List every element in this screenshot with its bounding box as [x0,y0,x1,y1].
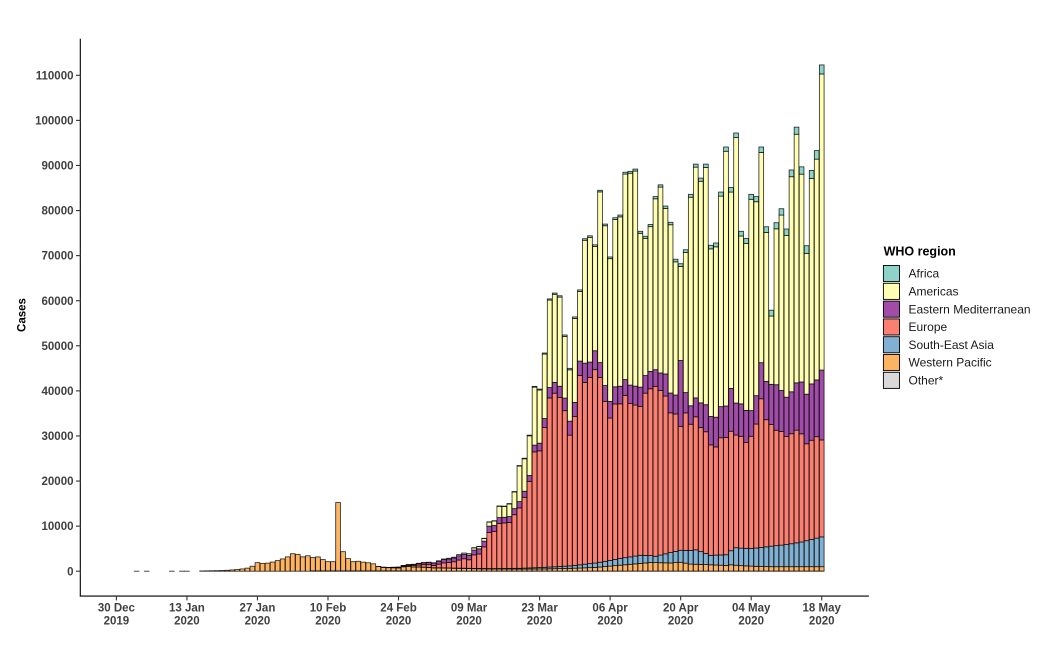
svg-text:2019: 2019 [104,615,130,627]
svg-text:WHO region: WHO region [884,245,956,259]
svg-text:80000: 80000 [42,206,74,218]
svg-text:Cases: Cases [17,298,29,332]
svg-text:0: 0 [67,566,73,578]
svg-text:10 Feb: 10 Feb [310,602,346,614]
svg-text:Western Pacific: Western Pacific [909,356,992,370]
svg-text:2020: 2020 [386,615,412,627]
svg-text:2020: 2020 [809,615,835,627]
svg-text:20 Apr: 20 Apr [663,602,699,614]
svg-text:2020: 2020 [245,615,271,627]
svg-text:70000: 70000 [42,251,74,263]
svg-text:2020: 2020 [527,615,553,627]
svg-text:Africa: Africa [909,267,940,281]
svg-text:06 Apr: 06 Apr [592,602,628,614]
svg-text:Eastern Mediterranean: Eastern Mediterranean [909,302,1031,316]
svg-text:2020: 2020 [668,615,694,627]
svg-text:South-East Asia: South-East Asia [909,338,995,352]
svg-text:2020: 2020 [738,615,764,627]
svg-text:60000: 60000 [42,296,74,308]
svg-text:18 May: 18 May [803,602,842,614]
svg-text:23 Mar: 23 Mar [521,602,558,614]
svg-text:10000: 10000 [42,521,74,533]
svg-text:09 Mar: 09 Mar [451,602,488,614]
svg-text:13 Jan: 13 Jan [169,602,205,614]
svg-text:Other*: Other* [909,374,944,388]
svg-text:04 May: 04 May [732,602,771,614]
svg-text:2020: 2020 [174,615,200,627]
svg-text:24 Feb: 24 Feb [380,602,416,614]
svg-text:110000: 110000 [36,70,74,82]
svg-text:20000: 20000 [42,476,74,488]
svg-text:2020: 2020 [315,615,341,627]
svg-text:50000: 50000 [42,341,74,353]
svg-text:30 Dec: 30 Dec [98,602,136,614]
svg-text:90000: 90000 [42,161,74,173]
svg-text:Americas: Americas [909,285,959,299]
svg-text:27 Jan: 27 Jan [240,602,276,614]
svg-text:2020: 2020 [597,615,623,627]
svg-text:Europe: Europe [909,320,948,334]
svg-text:30000: 30000 [42,431,74,443]
svg-text:100000: 100000 [35,115,73,127]
svg-text:2020: 2020 [456,615,482,627]
svg-text:40000: 40000 [42,386,74,398]
